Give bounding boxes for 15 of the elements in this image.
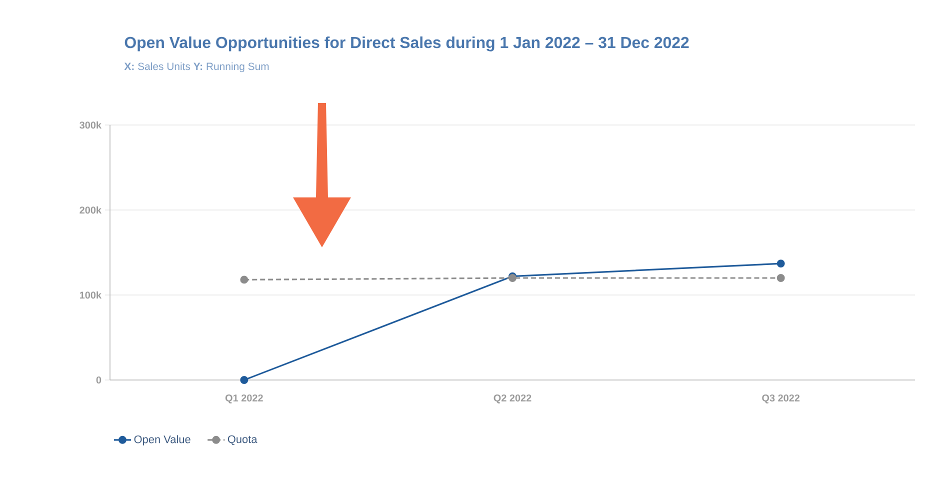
x-tick-label: Q1 2022	[225, 394, 263, 404]
chart-title: Open Value Opportunities for Direct Sales during 1 Jan 2022 – 31 Dec 2022	[124, 36, 689, 52]
legend-label: Open Value	[134, 435, 190, 446]
x-tick-label: Q2 2022	[494, 394, 532, 404]
y-tick-label: 300k	[80, 121, 102, 129]
chart-subtitle: X: Sales Units Y: Running Sum	[124, 62, 269, 72]
x-tick-label: Q3 2022	[762, 394, 800, 404]
legend-label: Quota	[228, 435, 258, 446]
point	[776, 260, 785, 268]
point	[776, 274, 785, 282]
point	[240, 276, 248, 284]
point	[240, 376, 248, 384]
y-tick-label: 100k	[80, 291, 102, 299]
y-tick-label: 200k	[80, 206, 102, 214]
y-tick-label: 0	[96, 376, 102, 384]
